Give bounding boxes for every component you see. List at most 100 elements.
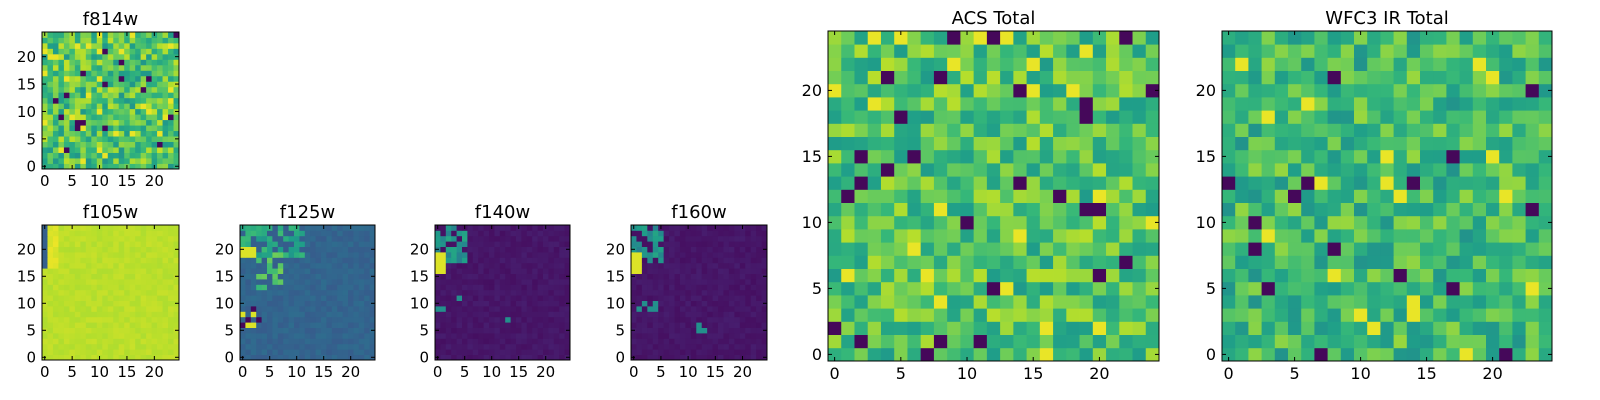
heatmap-cell [456,257,463,264]
heatmap-cell [140,289,147,296]
heatmap-cell [326,300,333,307]
heatmap-cell [256,306,262,312]
heatmap-cell [151,252,158,258]
heatmap-cell [1499,97,1513,111]
heatmap-cell [1512,281,1526,296]
heatmap-cell [1393,57,1408,71]
x-tick-label: 10 [482,363,501,381]
heatmap-cell [641,246,648,253]
heatmap-cell [129,257,136,264]
heatmap-cell [1433,229,1447,243]
heatmap-cell [521,241,528,247]
heatmap-cell [331,289,338,296]
heatmap-cell [986,57,1001,71]
heatmap-cell [1053,347,1067,362]
heatmap-cell [723,262,730,269]
heatmap-cell [52,246,59,253]
heatmap-cell [451,225,457,231]
heatmap-cell [58,327,65,334]
heatmap-cell [986,70,1001,85]
heatmap-cell [553,306,560,312]
heatmap-cell [652,289,659,296]
heatmap-cell [483,316,490,323]
heatmap-cell [516,316,522,323]
heatmap-cell [679,284,686,291]
heatmap-cell [85,235,92,242]
heatmap-cell [168,53,174,60]
heatmap-cell [1261,215,1276,230]
heatmap-cell [80,225,87,231]
heatmap-cell [1340,321,1355,335]
heatmap-cell [1327,255,1342,269]
axes-frame [239,224,376,361]
heatmap-cell [1274,44,1289,58]
heatmap-cell [151,53,158,60]
heatmap-cell [1354,347,1368,362]
heatmap-cell [701,327,708,334]
heatmap-cell [559,246,565,253]
heatmap-cell [80,59,87,66]
heatmap-cell [272,235,279,242]
heatmap-cell [1525,189,1540,203]
heatmap-cell [283,349,289,355]
y-tick-label: 15 [606,268,625,286]
heatmap-cell [636,295,643,301]
heatmap-cell [1512,149,1526,164]
heatmap-cell [151,338,158,345]
heatmap-cell [1420,229,1434,243]
heatmap-cell [52,343,59,350]
heatmap-cell [96,130,103,137]
heatmap-cell [288,262,295,269]
heatmap-cell [1013,268,1027,283]
heatmap-cell [1420,163,1434,177]
heatmap-cell [113,273,120,280]
heatmap-cell [456,333,463,339]
heatmap-cell [647,279,654,285]
heatmap-cell [151,235,158,242]
heatmap-cell [674,316,681,323]
heatmap-cell [135,268,142,274]
heatmap-cell [113,152,120,159]
heatmap-cell [674,235,681,242]
heatmap-cell [342,333,349,339]
heatmap-cell [140,284,147,291]
heatmap-cell [467,279,474,285]
heatmap-cell [1261,176,1276,190]
heatmap-cell [80,125,87,132]
heatmap-cell [1367,321,1381,335]
heatmap-cell [641,306,648,312]
heatmap-cell [162,279,169,285]
heatmap-cell [102,42,109,49]
heatmap-cell [841,202,855,217]
heatmap-cell [272,284,279,291]
heatmap-cell [723,241,730,247]
heatmap-cell [1092,136,1107,151]
heatmap-cell [1472,149,1487,164]
heatmap-cell [58,306,65,312]
heatmap-cell [445,295,452,301]
heatmap-cell [315,225,322,231]
heatmap-cell [841,31,855,45]
heatmap-cell [1000,163,1014,177]
heatmap-cell [129,333,136,339]
heatmap-cell [841,110,855,124]
heatmap-cell [1145,281,1160,296]
heatmap-cell [472,295,479,301]
heatmap-cell [756,279,762,285]
heatmap-cell [745,225,752,231]
heatmap-cell [559,295,565,301]
heatmap-cell [364,343,370,350]
heatmap-cell [96,230,103,237]
heatmap-cell [124,273,131,280]
heatmap-cell [750,327,757,334]
heatmap-cell [880,70,895,85]
heatmap-cell [118,311,125,318]
heatmap-cell [526,349,533,355]
heatmap-cell [1119,189,1133,203]
heatmap-cell [96,59,103,66]
heatmap-cell [52,32,59,38]
heatmap-cell [532,327,538,334]
heatmap-cell [445,349,452,355]
heatmap-cell [140,53,147,60]
heatmap-cell [1380,163,1394,177]
